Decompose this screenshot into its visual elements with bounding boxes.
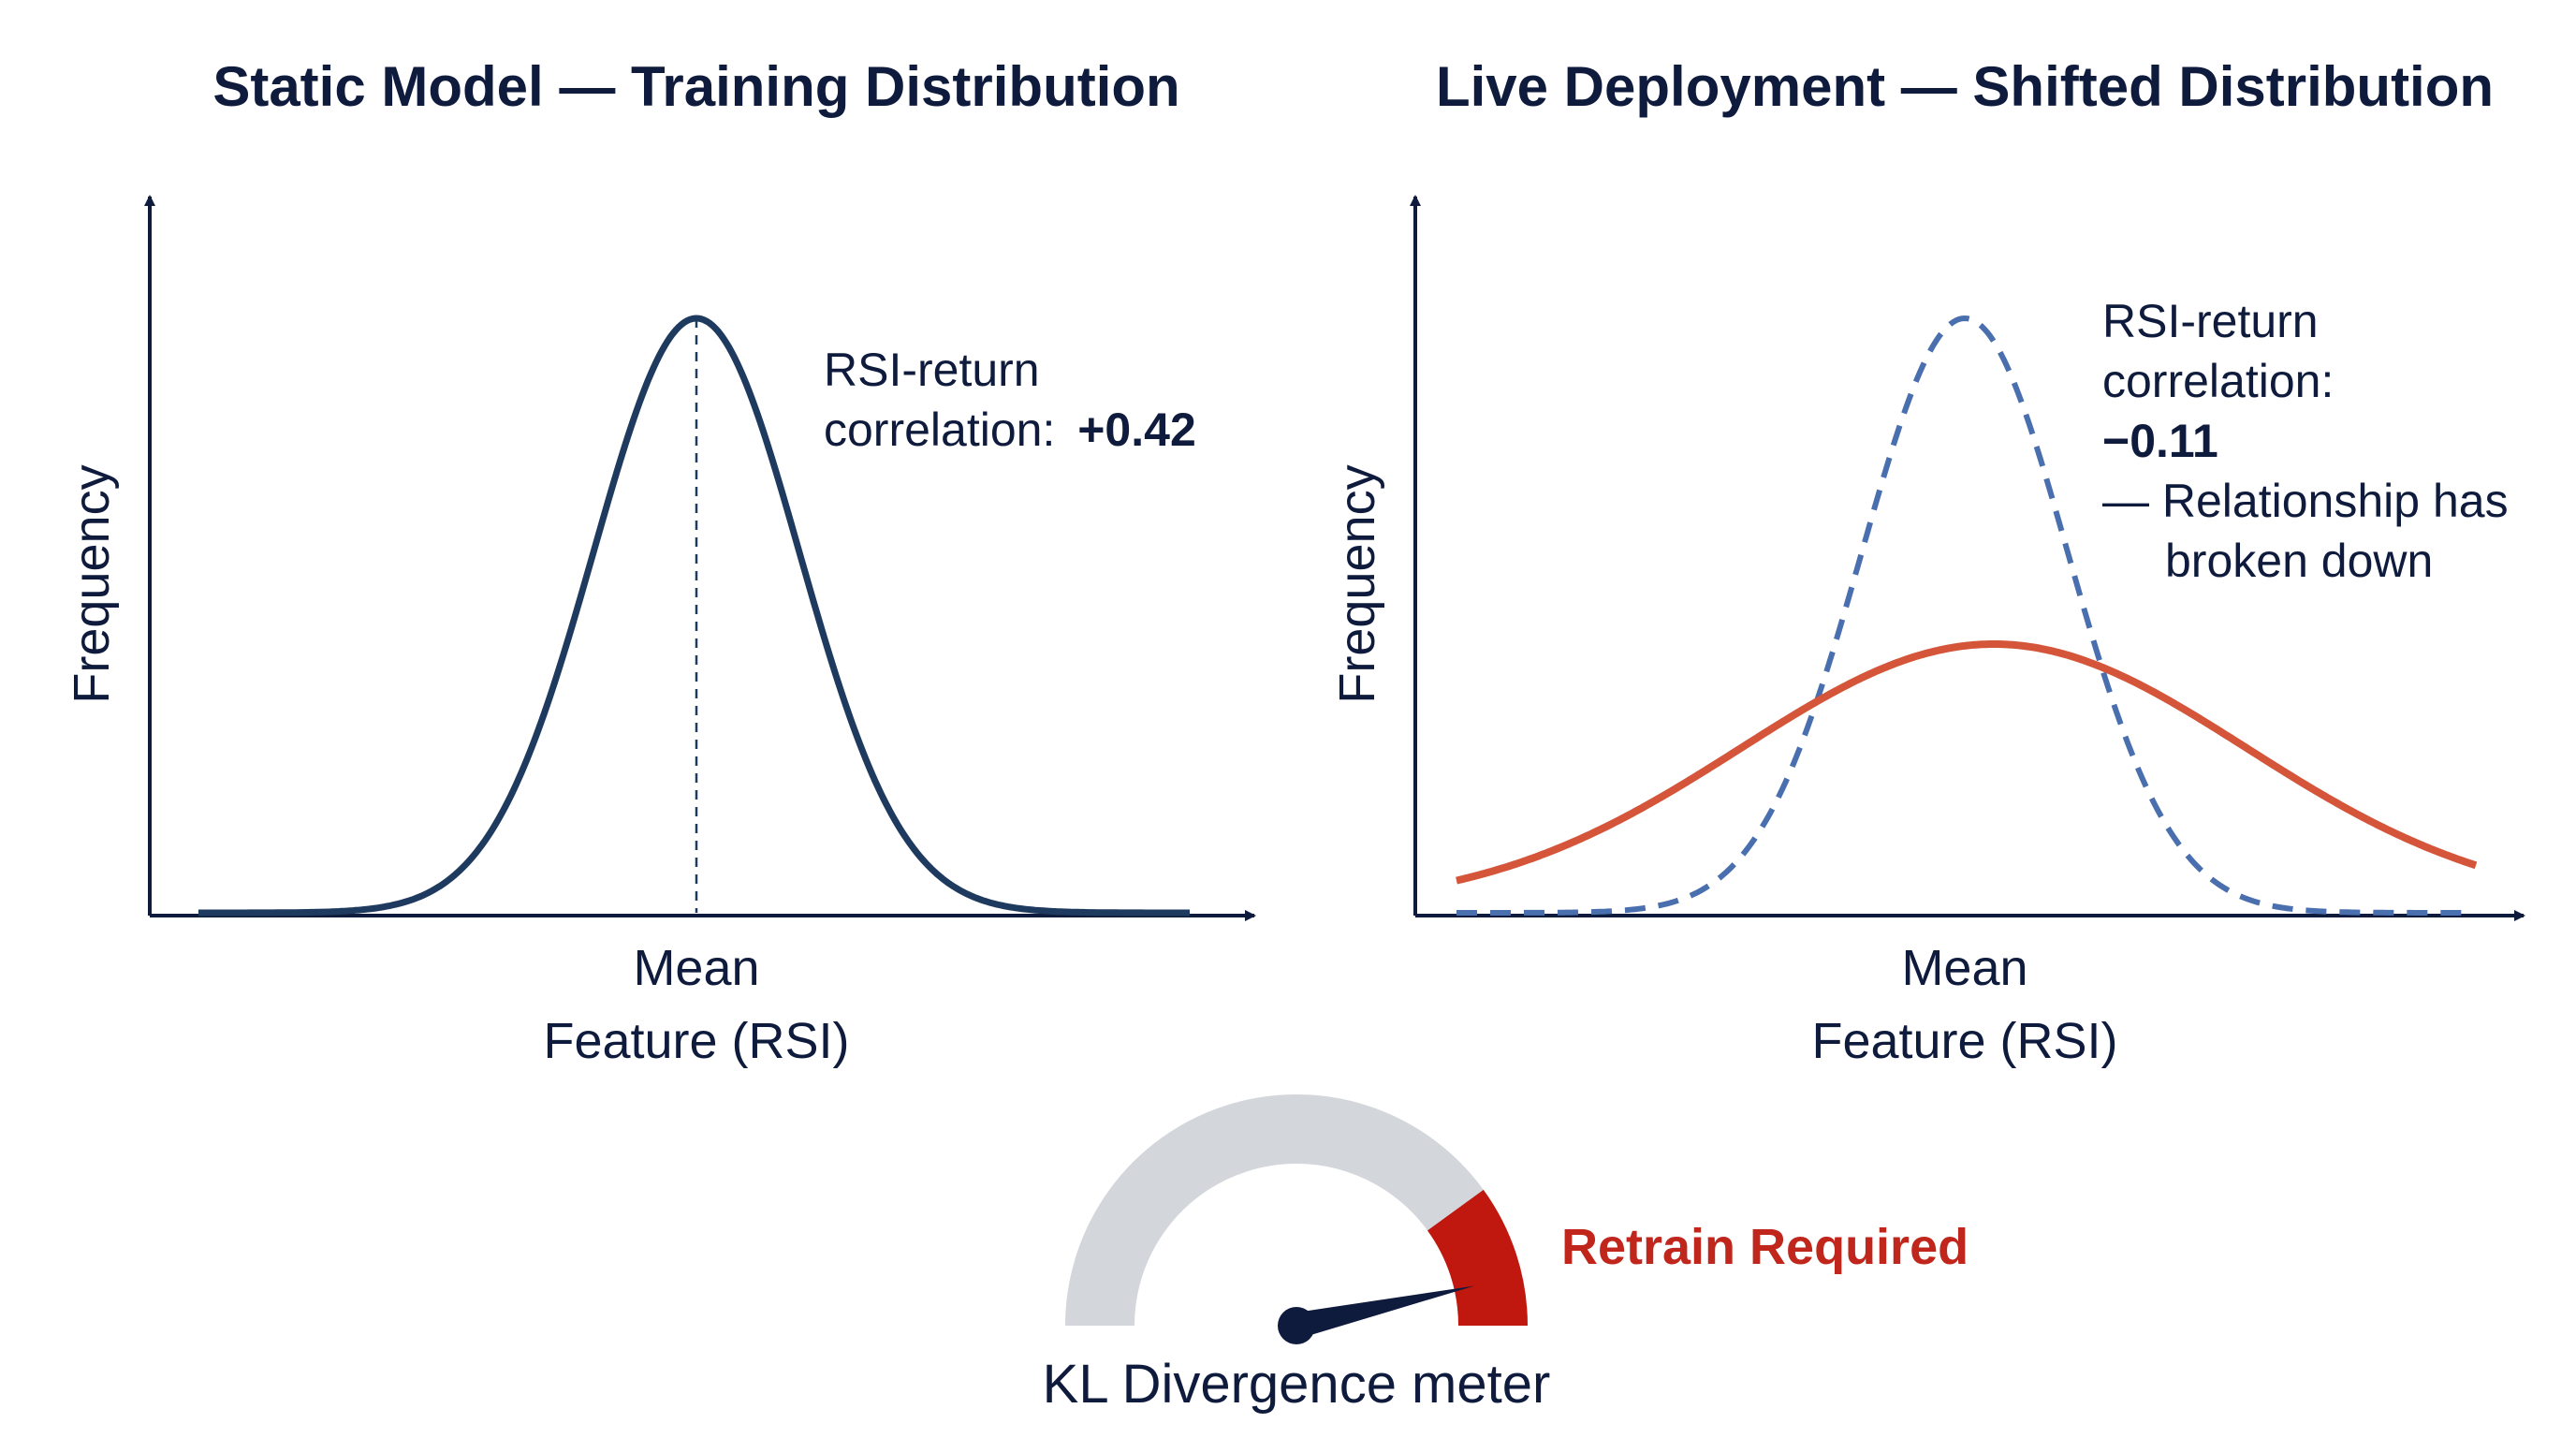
right-x-axis-label-mean: Mean	[1901, 940, 2027, 996]
left-correlation-note-line1: RSI-return	[824, 344, 1040, 396]
left-correlation-label: correlation:	[824, 404, 1068, 456]
training-reference-curve	[1456, 315, 2473, 916]
right-panel: Live Deployment — Shifted Distribution F…	[1329, 55, 2525, 1069]
gauge-needle-hub	[1278, 1307, 1315, 1344]
left-correlation-value: +0.42	[1077, 404, 1196, 456]
left-correlation-note-line2: correlation: +0.42	[824, 404, 1196, 456]
right-y-axis-label: Frequency	[1329, 464, 1385, 703]
shifted-distribution-curve	[1456, 640, 2478, 885]
training-distribution-curve	[198, 315, 1190, 917]
right-correlation-note-line5: broken down	[2165, 535, 2433, 587]
right-correlation-note-line1: RSI-return	[2102, 295, 2319, 347]
right-x-axis-label-feature: Feature (RSI)	[1811, 1013, 2117, 1069]
right-correlation-note-line2: correlation:	[2102, 355, 2334, 407]
left-panel-title: Static Model — Training Distribution	[212, 55, 1179, 118]
left-y-axis-label: Frequency	[64, 464, 120, 703]
left-x-axis-label-feature: Feature (RSI)	[543, 1013, 849, 1069]
left-panel: Static Model — Training Distribution Fre…	[64, 55, 1256, 1069]
kl-divergence-gauge: Retrain Required KL Divergence meter	[1043, 1094, 1969, 1415]
gauge-needle	[1293, 1285, 1475, 1339]
right-correlation-value: −0.11	[2102, 415, 2218, 467]
retrain-required-label: Retrain Required	[1561, 1219, 1969, 1275]
gauge-danger-zone	[1427, 1189, 1528, 1327]
right-panel-title: Live Deployment — Shifted Distribution	[1436, 55, 2494, 118]
gauge-track	[1065, 1094, 1484, 1327]
left-x-axis-label-mean: Mean	[633, 940, 759, 996]
gauge-label: KL Divergence meter	[1043, 1354, 1551, 1415]
right-correlation-note-line4: — Relationship has	[2102, 475, 2509, 527]
